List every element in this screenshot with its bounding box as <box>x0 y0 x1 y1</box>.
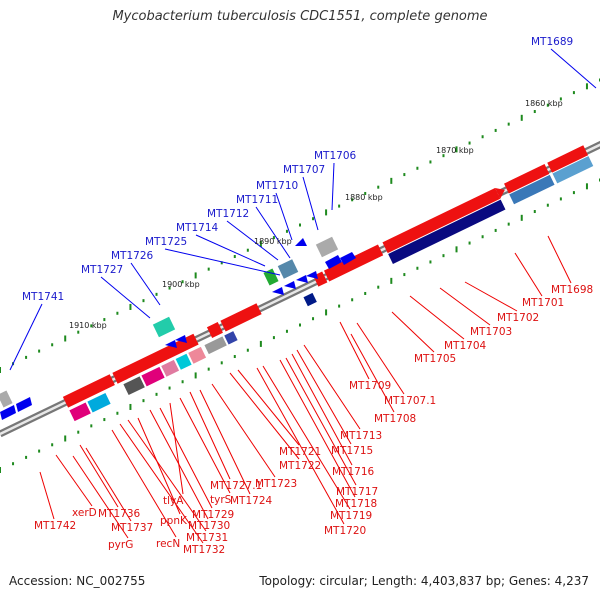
tick-dot-rows <box>0 78 600 473</box>
reverse-gene-label[interactable]: MT1718 <box>335 498 377 510</box>
reverse-gene-label[interactable]: MT1720 <box>324 525 366 537</box>
reverse-gene-label[interactable]: MT1742 <box>34 520 76 532</box>
reverse-gene-label[interactable]: MT1717 <box>336 486 378 498</box>
reverse-gene-label[interactable]: MT1698 <box>551 284 593 296</box>
forward-gene-label[interactable]: MT1726 <box>111 250 154 262</box>
kbp-tick-label: 1870 kbp <box>436 146 474 155</box>
reverse-gene-label[interactable]: MT1705 <box>414 353 456 365</box>
forward-gene-label[interactable]: MT1689 <box>531 36 573 48</box>
leader-lines <box>9 48 597 544</box>
reverse-gene-label[interactable]: MT1715 <box>331 445 373 457</box>
reverse-gene-label[interactable]: MT1703 <box>470 326 512 338</box>
forward-gene-label[interactable]: MT1725 <box>145 236 187 248</box>
forward-gene-label[interactable]: MT1706 <box>314 150 357 162</box>
kbp-tick-label: 1880 kbp <box>345 193 383 202</box>
reverse-gene-label[interactable]: MT1729 <box>192 509 234 521</box>
reverse-gene-label[interactable]: MT1722 <box>279 460 321 472</box>
forward-gene-label[interactable]: MT1707 <box>283 164 325 176</box>
reverse-gene-label[interactable]: MT1732 <box>183 544 225 556</box>
kbp-tick-labels: 1860 kbp 1870 kbp 1880 kbp 1890 kbp 1900 kbp… <box>69 99 563 330</box>
reverse-gene-label[interactable]: MT1709 <box>349 380 391 392</box>
reverse-gene-label[interactable]: MT1727.1 <box>210 480 262 492</box>
reverse-gene-label[interactable]: MT1731 <box>186 532 228 544</box>
reverse-gene-label[interactable]: MT1704 <box>444 340 487 352</box>
reverse-gene-label[interactable]: recN <box>156 538 180 550</box>
reverse-gene-label[interactable]: tyrS <box>210 494 232 506</box>
kbp-tick-label: 1910 kbp <box>69 321 107 330</box>
reverse-gene-label[interactable]: ppnK <box>160 515 188 527</box>
gene-labels: MT1689 MT1706 MT1707 MT1710 MT1711 MT1712 MT17… <box>22 36 593 556</box>
forward-gene-label[interactable]: MT1711 <box>236 194 278 206</box>
reverse-strand-genes <box>62 145 594 422</box>
reverse-gene-label[interactable]: tlyA <box>163 495 184 507</box>
reverse-gene-label[interactable]: MT1708 <box>374 413 416 425</box>
reverse-gene-label[interactable]: MT1721 <box>279 446 321 458</box>
reverse-gene-label[interactable]: xerD <box>72 507 97 519</box>
forward-gene-label[interactable]: MT1741 <box>22 291 64 303</box>
reverse-gene-label[interactable]: MT1730 <box>188 520 230 532</box>
kbp-tick-label: 1890 kbp <box>254 237 292 246</box>
forward-gene-label[interactable]: MT1710 <box>256 180 298 192</box>
reverse-gene-label[interactable]: MT1736 <box>98 508 141 520</box>
forward-gene-label[interactable]: MT1712 <box>207 208 249 220</box>
reverse-gene-label[interactable]: MT1716 <box>332 466 375 478</box>
forward-gene-label[interactable]: MT1727 <box>81 264 123 276</box>
reverse-gene-label[interactable]: MT1713 <box>340 430 382 442</box>
kbp-tick-label: 1900 kbp <box>162 280 200 289</box>
reverse-gene-label[interactable]: pyrG <box>108 539 133 551</box>
genome-summary-text: Topology: circular; Length: 4,403,837 bp… <box>259 574 589 588</box>
forward-gene-label[interactable]: MT1714 <box>176 222 219 234</box>
reverse-gene-label[interactable]: MT1724 <box>230 495 273 507</box>
reverse-gene-label[interactable]: MT1701 <box>522 297 564 309</box>
map-title: Mycobacterium tuberculosis CDC1551, comp… <box>112 9 488 24</box>
kbp-tick-label: 1860 kbp <box>525 99 563 108</box>
reverse-gene-label[interactable]: MT1719 <box>330 510 372 522</box>
reverse-gene-label[interactable]: MT1737 <box>111 522 153 534</box>
reverse-gene-label[interactable]: MT1707.1 <box>384 395 436 407</box>
accession-text: Accession: NC_002755 <box>9 574 146 588</box>
reverse-gene-label[interactable]: MT1702 <box>497 312 539 324</box>
forward-strand-genes <box>0 236 356 420</box>
reverse-gene-label[interactable]: MT1723 <box>255 478 297 490</box>
